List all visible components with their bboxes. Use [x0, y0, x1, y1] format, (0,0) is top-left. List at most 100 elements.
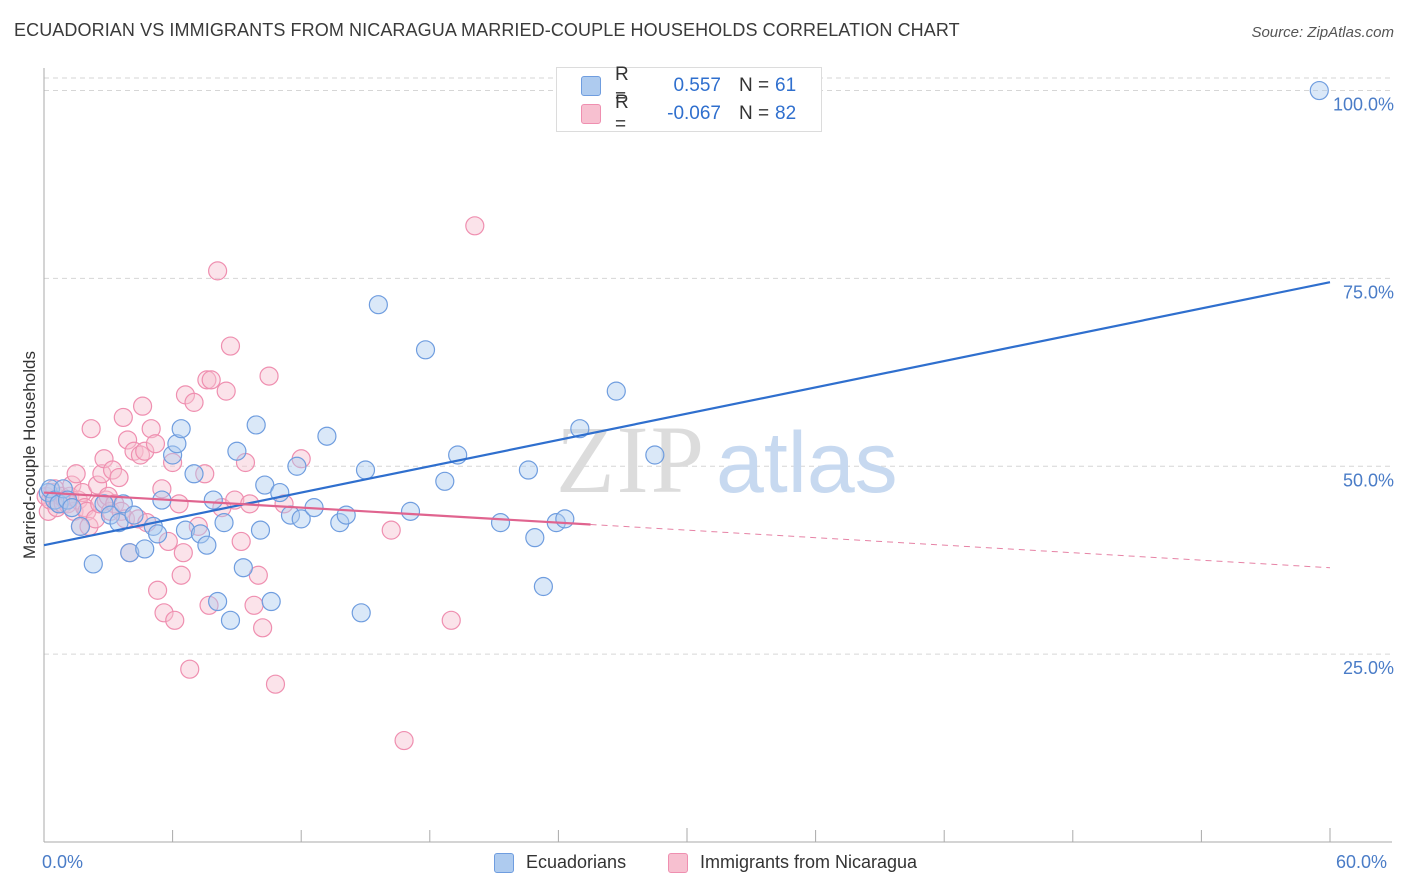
ecuadorian-point	[368, 295, 388, 315]
trend-lines	[43, 281, 1331, 569]
legend-swatch-pink	[668, 852, 688, 873]
nicaragua-point	[154, 603, 174, 623]
nicaragua-point	[465, 216, 485, 236]
ecuadorian-point	[291, 509, 311, 529]
nicaragua-point	[231, 531, 251, 552]
ecuadorian-point	[1309, 80, 1329, 101]
nicaragua-point	[208, 261, 228, 281]
nicaragua-point	[132, 396, 153, 416]
nicaragua-point	[117, 430, 138, 450]
ecuadorian-point	[124, 505, 144, 525]
ecuadorian-point	[94, 494, 114, 514]
nicaragua-point	[201, 370, 221, 390]
nicaragua-point	[66, 464, 86, 484]
legend-item-nicaragua: Immigrants from Nicaragua	[668, 852, 917, 873]
ecuadorian-point	[197, 535, 217, 555]
nicaragua-point	[135, 441, 155, 461]
nicaragua-point	[188, 516, 208, 536]
ecuadorian-point	[570, 419, 590, 439]
ecuadorian-point	[184, 464, 204, 484]
ecuadorian-point	[208, 591, 228, 612]
nicaragua-point	[113, 407, 133, 428]
watermark: ZIP atlas	[556, 406, 898, 513]
ecuadorian-point	[415, 340, 436, 360]
legend-swatch-blue	[494, 852, 514, 873]
ecuadorian-point	[167, 434, 187, 454]
n-value: 61	[775, 75, 797, 96]
nicaragua-point	[195, 464, 215, 484]
nicaragua-point	[184, 392, 204, 412]
ecuadorian-point	[490, 513, 511, 533]
ecuadorian-point	[246, 415, 266, 435]
nicaragua-point	[147, 580, 168, 600]
r-label: R =	[615, 92, 629, 135]
chart-title: ECUADORIAN VS IMMIGRANTS FROM NICARAGUA …	[14, 20, 960, 40]
r-value: 0.557	[673, 75, 721, 96]
nicaragua-point	[381, 520, 401, 540]
ecuadorian-point	[250, 520, 271, 540]
nicaragua-point	[81, 419, 101, 439]
ecuadorian-point	[351, 603, 371, 623]
ecuadorian-point	[220, 610, 241, 630]
x-tick-label-min: 0.0%	[42, 852, 84, 872]
ecuadorian-point	[317, 426, 337, 446]
ecuadorian-point	[214, 513, 234, 533]
nicaragua-point	[145, 434, 166, 454]
nicaragua-point	[109, 467, 129, 488]
y-tick-label: 50.0%	[1343, 470, 1394, 490]
ecuadorian-point	[400, 501, 421, 521]
ecuadorian-point	[135, 539, 155, 559]
nicaragua-point	[244, 595, 264, 615]
watermark-zip: ZIP	[556, 406, 706, 513]
nicaragua-point	[141, 419, 161, 439]
ecuadorian-trend-line	[43, 281, 1331, 547]
nicaragua-point	[216, 381, 236, 401]
ecuadorian-point	[120, 543, 140, 563]
nicaragua-points	[36, 216, 485, 751]
ecuadorian-point	[606, 381, 626, 401]
nicaragua-point	[163, 452, 183, 473]
n-label: N =	[739, 75, 770, 96]
nicaragua-point	[274, 494, 294, 514]
ecuadorian-point	[555, 509, 575, 529]
ecuadorian-points	[38, 80, 1329, 630]
watermark-atlas: atlas	[716, 415, 898, 511]
legend-row-ecuadorians: R = 0.557 N = 61	[581, 64, 805, 107]
ecuadorian-point	[109, 513, 129, 533]
y-tick-label: 75.0%	[1343, 282, 1394, 302]
series-legend: Ecuadorians Immigrants from Nicaragua	[0, 852, 1406, 876]
ecuadorian-point	[147, 524, 168, 544]
ecuadorian-point	[525, 528, 545, 548]
ecuadorian-point	[355, 460, 376, 480]
nicaragua-point	[253, 618, 273, 638]
ecuadorian-point	[83, 554, 103, 574]
legend-swatch-blue	[581, 76, 601, 96]
nicaragua-point	[85, 509, 106, 529]
ecuadorian-point	[203, 490, 223, 510]
nicaragua-point	[197, 370, 217, 390]
nicaragua-point	[152, 479, 172, 499]
ecuadorian-point	[330, 513, 350, 533]
legend-row-nicaragua: R = -0.067 N = 82	[581, 92, 805, 135]
nicaragua-point	[259, 366, 279, 386]
nicaragua-point	[180, 659, 200, 679]
x-tick-label-max: 60.0%	[1336, 852, 1388, 872]
ecuadorian-point	[171, 419, 191, 439]
nicaragua-point	[72, 482, 93, 503]
ecuadorian-point	[255, 475, 275, 495]
y-tick-label: 100.0%	[1333, 95, 1394, 115]
nicaragua-trend-extension	[590, 524, 1331, 569]
ecuadorian-point	[533, 576, 553, 597]
correlation-legend: R = 0.557 N = 61 R = -0.067 N = 82	[556, 64, 822, 135]
ecuadorian-point	[645, 445, 665, 465]
nicaragua-point	[248, 565, 268, 585]
nicaragua-point	[441, 610, 461, 630]
nicaragua-trend-line	[43, 491, 591, 526]
ecuadorian-point	[62, 498, 82, 518]
ecuadorian-point	[163, 445, 183, 465]
ecuadorian-point	[261, 591, 281, 612]
nicaragua-point	[173, 543, 193, 563]
legend-label: Immigrants from Nicaragua	[700, 852, 918, 872]
ecuadorian-point	[233, 558, 253, 578]
